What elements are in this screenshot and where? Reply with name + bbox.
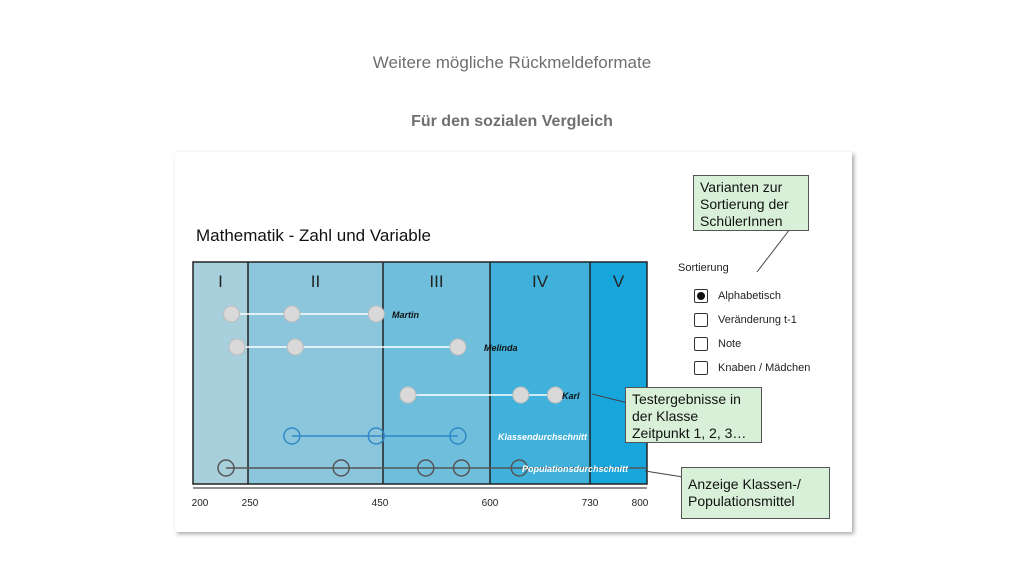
level-band-label: III — [429, 272, 443, 291]
level-band-label: I — [218, 272, 223, 291]
level-band — [590, 262, 647, 484]
data-point — [283, 305, 301, 323]
callout-sorting-pointer — [756, 228, 791, 273]
data-point — [217, 459, 235, 477]
x-tick-label: 730 — [581, 498, 599, 509]
data-point — [452, 459, 471, 477]
level-band-label: II — [311, 272, 320, 291]
data-point — [283, 427, 301, 445]
sort-option-label: Knaben / Mädchen — [718, 362, 811, 374]
x-tick-label: 800 — [631, 498, 649, 509]
x-tick-label: 600 — [481, 498, 499, 509]
callout-results: Testergebnisse in der Klasse Zeitpunkt 1… — [625, 387, 762, 443]
callout-sorting: Varianten zur Sortierung der SchülerInne… — [693, 175, 809, 231]
data-point — [223, 305, 240, 323]
callout-results-pointer — [591, 393, 629, 404]
level-band — [248, 262, 383, 484]
callout-means-line: Populationsmittel — [688, 493, 795, 509]
series-label: Karl — [562, 391, 580, 401]
data-point — [399, 386, 417, 404]
x-tick-label: 200 — [191, 498, 209, 509]
sort-option[interactable]: Veränderung t-1 — [678, 308, 810, 332]
callout-results-line: Zeitpunkt 1, 2, 3… — [632, 425, 747, 441]
callout-means-pointer — [644, 470, 684, 478]
level-band-label: V — [613, 272, 625, 291]
data-point — [367, 305, 385, 323]
sort-option-label: Note — [718, 338, 742, 350]
sort-option[interactable]: Alphabetisch — [678, 284, 810, 308]
data-point — [367, 427, 385, 445]
level-band — [490, 262, 590, 484]
plot-frame — [192, 261, 648, 485]
callout-means: Anzeige Klassen-/ Populationsmittel — [681, 467, 830, 519]
data-point — [449, 338, 467, 356]
radio-empty-icon[interactable] — [694, 337, 708, 351]
chart-title: Mathematik - Zahl und Variable — [196, 226, 431, 245]
radio-empty-icon[interactable] — [694, 313, 708, 327]
callout-sorting-line: SchülerInnen — [700, 213, 783, 229]
callout-results-line: der Klasse — [632, 408, 699, 424]
level-band — [383, 262, 490, 484]
series-label: Martin — [392, 310, 420, 320]
data-point — [332, 459, 350, 477]
callout-sorting-line: Sortierung der — [700, 196, 789, 212]
sort-option-label: Alphabetisch — [718, 290, 781, 302]
callout-sorting-line: Varianten zur — [700, 179, 783, 195]
x-tick-label: 250 — [241, 498, 259, 509]
series-label: Melinda — [484, 343, 518, 353]
level-band-label: IV — [532, 272, 549, 291]
slide-title: Weitere mögliche Rückmeldeformate — [372, 53, 652, 72]
sort-panel: Sortierung Alphabetisch Veränderung t-1 No… — [678, 262, 810, 380]
data-point — [417, 459, 435, 477]
data-point — [512, 386, 530, 404]
level-band — [193, 262, 248, 484]
sort-option-label: Veränderung t-1 — [718, 314, 797, 326]
series-label: Populationsdurchschnitt — [522, 464, 629, 474]
sort-panel-title: Sortierung — [678, 262, 729, 274]
sort-option[interactable]: Note — [678, 332, 810, 356]
data-point — [449, 427, 467, 445]
series-label: Klassendurchschnitt — [498, 432, 588, 442]
sort-option[interactable]: Knaben / Mädchen — [678, 356, 810, 380]
callout-results-line: Testergebnisse in — [632, 391, 741, 407]
data-point — [228, 338, 246, 356]
radio-checked-icon[interactable] — [694, 289, 708, 303]
slide-subtitle: Für den sozialen Vergleich — [411, 113, 613, 130]
x-tick-label: 450 — [371, 498, 389, 509]
data-point — [286, 338, 304, 356]
callout-means-line: Anzeige Klassen-/ — [688, 476, 801, 492]
data-point — [510, 459, 528, 477]
radio-empty-icon[interactable] — [694, 361, 708, 375]
data-point — [546, 386, 564, 404]
